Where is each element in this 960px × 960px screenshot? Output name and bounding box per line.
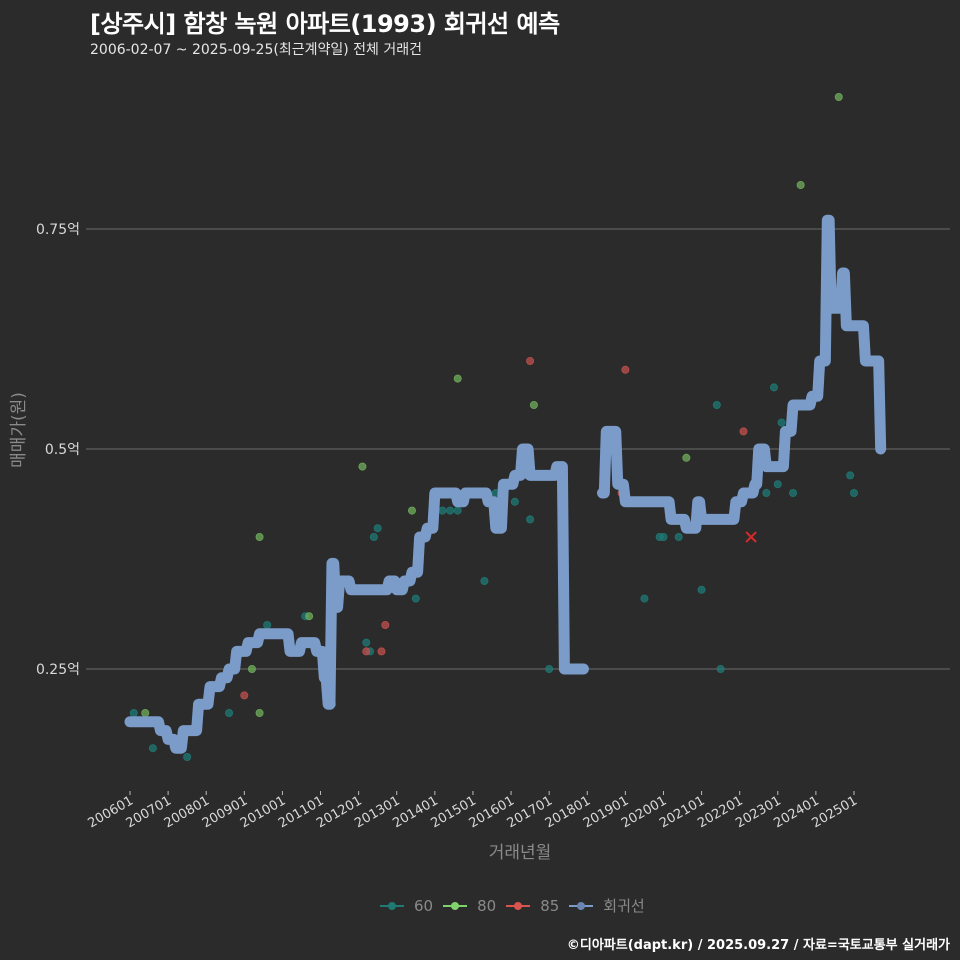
data-point-60 (659, 533, 668, 542)
x-axis-title: 거래년월 (489, 843, 552, 863)
data-point-60 (674, 533, 683, 542)
data-point-60 (438, 506, 447, 515)
data-point-80 (141, 709, 150, 718)
data-point-60 (773, 480, 782, 489)
data-point-60 (846, 471, 855, 480)
data-point-85 (621, 365, 630, 374)
data-point-60 (777, 418, 786, 427)
data-point-80 (247, 665, 256, 674)
data-point-85 (240, 691, 249, 700)
data-point-80 (834, 93, 843, 102)
scatter-points (129, 93, 885, 762)
legend-item-regression[interactable]: 회귀선 (569, 895, 645, 916)
data-point-80 (453, 374, 462, 383)
legend-key-icon (506, 900, 531, 912)
legend-item-60[interactable]: 60 (380, 897, 433, 915)
source-caption: ©디아파트(dapt.kr) / 2025.09.27 / 자료=국토교통부 실… (566, 938, 950, 953)
data-point-60 (640, 594, 649, 603)
data-point-80 (529, 400, 538, 409)
y-tick-label: 0.75억 (36, 222, 80, 238)
y-tick-label: 0.25억 (36, 662, 80, 678)
y-tick-label: 0.5억 (45, 442, 80, 458)
legend: 60 80 85 회귀선 (380, 895, 645, 916)
data-point-80 (255, 533, 264, 542)
data-point-60 (263, 621, 272, 630)
data-point-60 (480, 577, 489, 586)
data-point-85 (526, 356, 535, 365)
data-point-80 (305, 612, 314, 621)
regression-line-path (124, 443, 589, 754)
data-point-60 (373, 524, 382, 533)
data-point-80 (358, 462, 367, 471)
data-point-60 (789, 488, 798, 497)
data-point-80 (796, 180, 805, 189)
regression-line (124, 214, 887, 754)
legend-label: 85 (540, 896, 560, 915)
annotation-x-marker (745, 531, 757, 543)
data-point-60 (129, 709, 138, 718)
regression-line-path (597, 214, 887, 534)
legend-key-icon (380, 900, 404, 912)
y-axis-title: 매매가(원) (9, 392, 29, 468)
data-point-60 (411, 594, 420, 603)
legend-item-85[interactable]: 85 (506, 897, 559, 915)
data-point-60 (510, 497, 519, 506)
legend-label: 60 (414, 896, 434, 915)
chart-subtitle: 2006-02-07 ~ 2025-09-25(최근계약일) 전체 거래건 (90, 42, 422, 58)
data-point-85 (739, 427, 748, 436)
x-marker-icon (745, 531, 757, 543)
data-point-60 (453, 506, 462, 515)
data-point-60 (225, 709, 234, 718)
legend-label: 회귀선 (603, 897, 645, 915)
data-point-60 (362, 638, 371, 647)
data-point-60 (446, 506, 455, 515)
data-point-60 (712, 400, 721, 409)
data-point-60 (183, 753, 192, 762)
y-axis-ticks: 0.75억 0.5억 0.25억 (36, 222, 80, 678)
data-point-85 (362, 647, 371, 656)
data-point-60 (850, 488, 859, 497)
data-point-80 (407, 506, 416, 515)
data-point-60 (545, 665, 554, 674)
data-point-60 (716, 665, 725, 674)
data-point-60 (148, 744, 157, 753)
data-point-80 (682, 453, 691, 462)
legend-key-icon (443, 900, 468, 912)
data-point-85 (381, 621, 390, 630)
data-point-60 (369, 533, 378, 542)
data-point-60 (762, 488, 771, 497)
chart-title: [상주시] 함창 녹원 아파트(1993) 회귀선 예측 (90, 10, 560, 38)
x-axis-ticks: 2006012007012008012009012010012011012012… (86, 791, 860, 831)
data-point-85 (377, 647, 386, 656)
legend-item-80[interactable]: 80 (443, 897, 496, 915)
legend-key-icon (569, 900, 594, 912)
data-point-60 (526, 515, 535, 524)
data-point-80 (255, 709, 264, 718)
data-point-60 (697, 585, 706, 594)
data-point-60 (769, 383, 778, 392)
legend-label: 80 (477, 896, 497, 915)
